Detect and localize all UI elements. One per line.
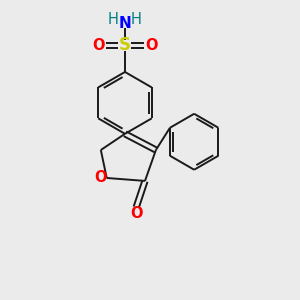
Text: O: O <box>145 38 158 53</box>
Text: N: N <box>118 16 131 31</box>
Text: H: H <box>108 12 118 27</box>
Text: O: O <box>130 206 143 221</box>
Text: O: O <box>94 169 106 184</box>
Text: S: S <box>119 37 131 55</box>
Text: O: O <box>92 38 105 53</box>
Text: H: H <box>131 12 142 27</box>
